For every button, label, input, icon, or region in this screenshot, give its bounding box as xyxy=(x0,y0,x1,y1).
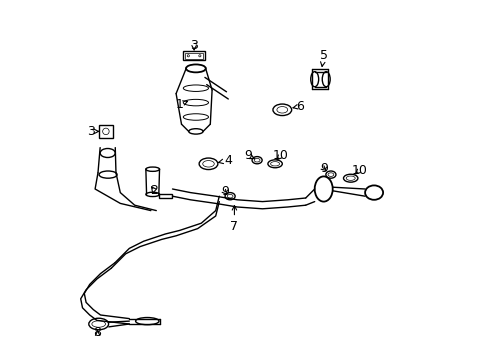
Text: 10: 10 xyxy=(351,164,367,177)
Ellipse shape xyxy=(251,157,262,164)
Bar xyxy=(184,53,203,59)
Ellipse shape xyxy=(224,193,235,200)
Text: 6: 6 xyxy=(292,100,304,113)
Text: 9: 9 xyxy=(244,149,254,162)
Text: 1: 1 xyxy=(175,98,187,111)
Ellipse shape xyxy=(314,176,332,202)
Ellipse shape xyxy=(199,55,201,57)
Ellipse shape xyxy=(100,149,115,158)
Ellipse shape xyxy=(267,160,282,168)
Ellipse shape xyxy=(89,318,108,330)
Ellipse shape xyxy=(343,174,357,182)
Text: 9: 9 xyxy=(220,185,228,198)
Ellipse shape xyxy=(187,55,189,57)
Text: 10: 10 xyxy=(272,149,288,162)
Text: 3: 3 xyxy=(190,39,198,51)
Text: 5: 5 xyxy=(319,49,327,67)
Text: 4: 4 xyxy=(218,154,232,167)
Ellipse shape xyxy=(135,318,159,325)
Text: 2: 2 xyxy=(150,184,158,197)
Text: 8: 8 xyxy=(93,327,102,339)
Text: 9: 9 xyxy=(319,162,327,175)
Text: 7: 7 xyxy=(230,206,238,233)
Ellipse shape xyxy=(325,171,335,178)
Bar xyxy=(183,51,204,60)
Text: 3: 3 xyxy=(87,125,99,138)
Ellipse shape xyxy=(365,185,382,200)
Ellipse shape xyxy=(199,158,218,170)
Ellipse shape xyxy=(272,104,291,116)
Bar xyxy=(159,194,171,198)
Bar xyxy=(99,125,113,138)
